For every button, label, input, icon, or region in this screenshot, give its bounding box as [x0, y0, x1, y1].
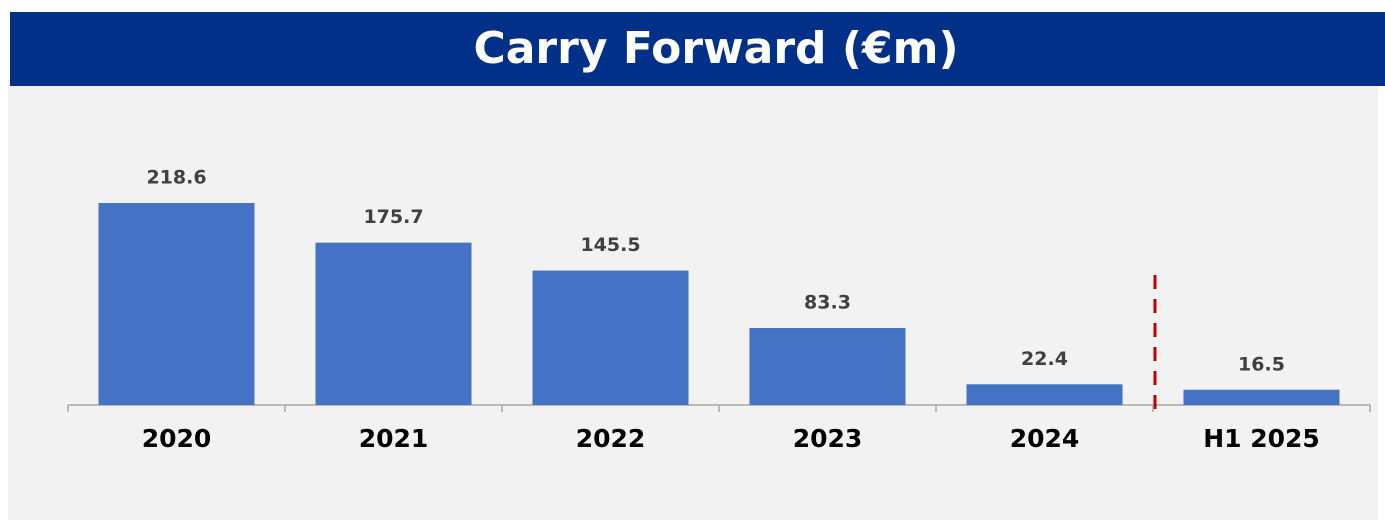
bar — [1183, 389, 1340, 405]
x-tick-label: 2020 — [142, 424, 212, 453]
bar — [98, 203, 255, 405]
data-label: 145.5 — [580, 234, 640, 256]
x-tick-label: H1 2025 — [1203, 424, 1320, 453]
data-label: 175.7 — [363, 206, 423, 228]
data-label: 16.5 — [1238, 353, 1285, 375]
bar — [966, 384, 1123, 405]
data-label: 22.4 — [1021, 348, 1068, 370]
data-label: 218.6 — [146, 167, 206, 189]
x-tick-label: 2024 — [1010, 424, 1080, 453]
title-banner — [10, 12, 1385, 86]
x-tick-label: 2023 — [793, 424, 863, 453]
bar — [749, 328, 906, 405]
bar — [315, 242, 472, 405]
x-tick-label: 2022 — [576, 424, 646, 453]
chart-title: Carry Forward (€m) — [473, 23, 958, 74]
data-label: 83.3 — [804, 292, 851, 314]
x-tick-label: 2021 — [359, 424, 429, 453]
bar — [532, 270, 689, 405]
